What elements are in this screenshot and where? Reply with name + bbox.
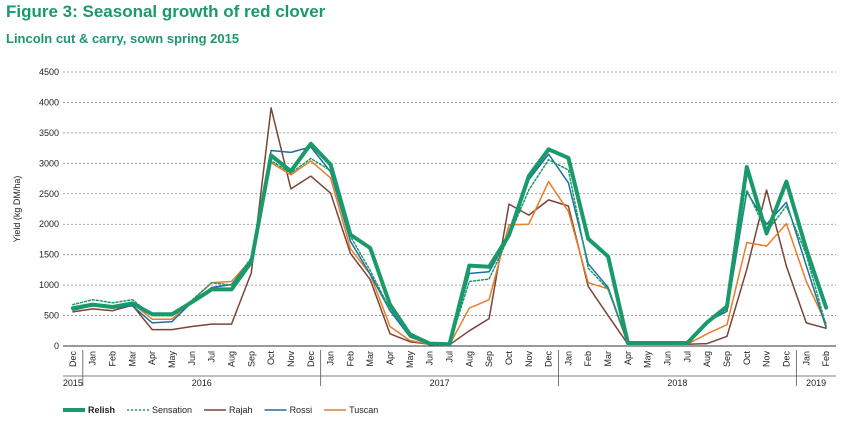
y-tick-label: 3500 [39,128,59,138]
y-tick-label: 2500 [39,189,59,199]
legend-label: Sensation [152,405,192,415]
y-tick-label: 4000 [39,97,59,107]
x-tick-label: Jul [207,351,217,363]
x-tick-label: Sep [722,351,732,367]
x-tick-label: Feb [345,351,355,367]
grid-lines [63,71,836,347]
x-tick-label: Feb [583,351,593,367]
year-label: 2017 [430,378,450,388]
y-tick-label: 3000 [39,158,59,168]
series-line-rossi [72,146,827,345]
x-axis: Dec Jan Feb Mar Apr May Jun Jul Aug Sep Oct Nov Dec J… [63,350,836,388]
x-tick-label: Jun [663,351,673,366]
y-axis-label: Yield (kg DM/ha) [12,176,22,243]
legend-label: Rossi [290,405,313,415]
x-tick-label: Jan [88,351,98,366]
x-tick-label: Dec [306,351,316,368]
x-tick-label: Aug [226,351,236,367]
x-tick-label: Mar [365,351,375,367]
x-tick-label: Sep [484,351,494,367]
x-tick-label: Sep [246,351,256,367]
x-tick-label: Mar [127,351,137,367]
series-line-rajah [72,107,827,346]
x-tick-label: Apr [385,351,395,365]
figure-title: Figure 3: Seasonal growth of red clover [6,2,326,21]
year-label: 2016 [192,378,212,388]
x-tick-label: Nov [286,351,296,368]
x-tick-label: Jan [326,351,336,366]
x-tick-label: Jun [187,351,197,366]
series-line-relish [70,141,829,347]
y-tick-label: 2000 [39,219,59,229]
figure-subtitle: Lincoln cut & carry, sown spring 2015 [6,31,240,46]
x-tick-label: May [405,351,415,369]
legend-label: Rajah [229,405,253,415]
x-tick-label: Oct [266,351,276,366]
x-tick-label: May [643,351,653,369]
year-label: 2018 [667,378,687,388]
x-tick-label: Dec [544,351,554,368]
x-tick-label: Feb [821,351,831,367]
x-tick-label: Aug [702,351,712,367]
legend-label: Relish [88,405,115,415]
x-tick-label: Aug [464,351,474,367]
year-label: 2019 [806,378,826,388]
x-tick-label: Jan [563,351,573,366]
x-tick-label: Dec [68,351,78,368]
x-tick-label: Dec [781,351,791,368]
x-tick-label: Oct [504,351,514,366]
year-label: 2015 [63,378,83,388]
x-tick-label: Apr [623,351,633,365]
x-tick-label: Feb [108,351,118,367]
y-axis: 0 500 1000 1500 2000 2500 3000 3500 4000 4500 [39,67,59,351]
x-tick-label: Mar [603,351,613,367]
y-tick-label: 0 [54,341,59,351]
x-tick-label: Jun [425,351,435,366]
y-tick-label: 500 [44,311,59,321]
x-tick-label: Jul [445,351,455,363]
x-tick-label: Nov [524,351,534,368]
x-tick-label: Jan [801,351,811,366]
y-tick-label: 1500 [39,250,59,260]
legend-label: Tuscan [349,405,378,415]
y-tick-label: 1000 [39,280,59,290]
y-tick-label: 4500 [39,67,59,77]
x-tick-label: Oct [742,351,752,366]
series-lines [70,107,829,347]
x-tick-label: Nov [762,351,772,368]
x-tick-label: Apr [147,351,157,365]
legend: Relish Sensation Rajah Rossi Tuscan [63,405,378,415]
x-tick-label: May [167,351,177,369]
x-tick-label: Jul [682,351,692,363]
